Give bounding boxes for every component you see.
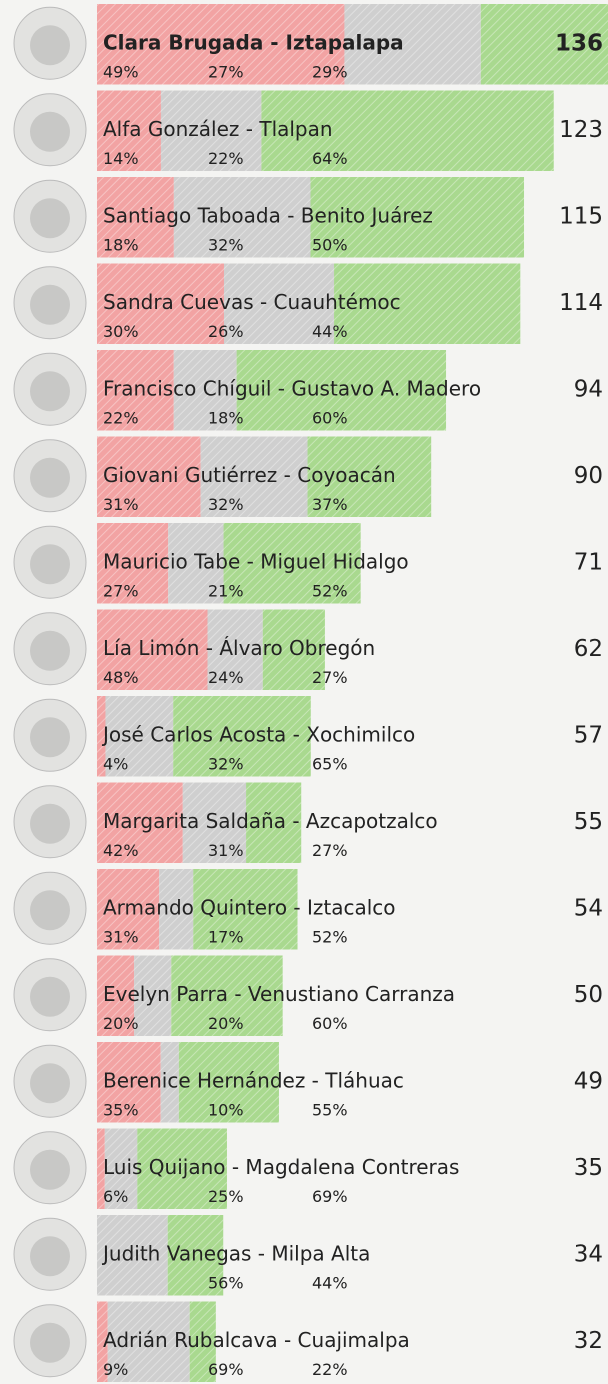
candidate-name: Clara Brugada - Iztapalapa	[103, 31, 404, 55]
candidate-name: Francisco Chíguil - Gustavo A. Madero	[103, 377, 481, 401]
avatar-face	[30, 25, 70, 65]
percent-label: 18%	[103, 236, 139, 255]
total-label: 136	[555, 31, 603, 57]
percent-label: 25%	[208, 1187, 244, 1206]
candidate-name: Sandra Cuevas - Cuauhtémoc	[103, 290, 401, 314]
percent-label: 30%	[103, 322, 139, 341]
percent-label: 21%	[208, 582, 244, 601]
percent-label: 20%	[103, 1014, 139, 1033]
avatar-face	[30, 1150, 70, 1190]
percent-label: 22%	[208, 149, 244, 168]
percent-label: 27%	[312, 841, 348, 860]
candidate-name: Giovani Gutiérrez - Coyoacán	[103, 463, 396, 487]
percent-label: 22%	[312, 1360, 348, 1379]
avatar-face	[30, 804, 70, 844]
candidate-name: Mauricio Tabe - Miguel Hidalgo	[103, 550, 409, 574]
percent-label: 69%	[208, 1360, 244, 1379]
percent-label: 26%	[208, 322, 244, 341]
percent-label: 4%	[103, 755, 128, 774]
avatar-face	[30, 1323, 70, 1363]
total-label: 115	[559, 204, 603, 230]
percent-label: 32%	[208, 236, 244, 255]
candidate-name: Adrián Rubalcava - Cuajimalpa	[103, 1328, 410, 1352]
percent-label: 32%	[208, 495, 244, 514]
percent-label: 32%	[208, 755, 244, 774]
avatar-face	[30, 631, 70, 671]
candidate-name: José Carlos Acosta - Xochimilco	[101, 723, 415, 747]
avatar-face	[30, 112, 70, 152]
percent-label: 17%	[208, 928, 244, 947]
avatar-face	[30, 977, 70, 1017]
avatar-face	[30, 1236, 70, 1276]
percent-label: 24%	[208, 668, 244, 687]
candidate-name: Alfa González - Tlalpan	[103, 117, 333, 141]
chart: Clara Brugada - Iztapalapa 49% 27% 29% 136 Al…	[0, 0, 608, 1384]
percent-label: 37%	[312, 495, 348, 514]
candidate-name: Evelyn Parra - Venustiano Carranza	[103, 982, 455, 1006]
total-label: 94	[574, 377, 603, 403]
total-label: 54	[574, 896, 603, 922]
candidate-name: Luis Quijano - Magdalena Contreras	[103, 1155, 459, 1179]
candidate-name: Armando Quintero - Iztacalco	[103, 896, 396, 920]
candidate-name: Lía Limón - Álvaro Obregón	[103, 636, 375, 660]
percent-label: 31%	[103, 928, 139, 947]
candidate-name: Margarita Saldaña - Azcapotzalco	[103, 809, 438, 833]
avatar-face	[30, 544, 70, 584]
percent-label: 29%	[312, 63, 348, 82]
total-label: 50	[574, 982, 603, 1008]
percent-label: 22%	[103, 409, 139, 428]
percent-label: 42%	[103, 841, 139, 860]
percent-label: 27%	[103, 582, 139, 601]
percent-label: 52%	[312, 582, 348, 601]
percent-label: 31%	[103, 495, 139, 514]
percent-label: 52%	[312, 928, 348, 947]
percent-label: 44%	[312, 322, 348, 341]
total-label: 62	[574, 636, 603, 662]
candidate-name: Berenice Hernández - Tláhuac	[103, 1069, 404, 1093]
avatar-face	[30, 458, 70, 498]
percent-label: 49%	[103, 63, 139, 82]
avatar-face	[30, 717, 70, 757]
percent-label: 50%	[312, 236, 348, 255]
percent-label: 35%	[103, 1101, 139, 1120]
percent-label: 27%	[208, 63, 244, 82]
percent-label: 56%	[208, 1274, 244, 1293]
percent-label: 18%	[208, 409, 244, 428]
total-label: 114	[559, 290, 603, 316]
percent-label: 65%	[312, 755, 348, 774]
avatar-face	[30, 890, 70, 930]
percent-label: 10%	[208, 1101, 244, 1120]
total-label: 34	[574, 1242, 603, 1268]
avatar-face	[30, 285, 70, 325]
percent-label: 60%	[312, 409, 348, 428]
total-label: 55	[574, 809, 603, 835]
percent-label: 6%	[103, 1187, 128, 1206]
candidate-name: Santiago Taboada - Benito Juárez	[103, 204, 433, 228]
total-label: 57	[574, 723, 603, 749]
percent-label: 14%	[103, 149, 139, 168]
percent-label: 31%	[208, 841, 244, 860]
percent-label: 69%	[312, 1187, 348, 1206]
total-label: 90	[574, 463, 603, 489]
candidate-name: Judith Vanegas - Milpa Alta	[101, 1242, 370, 1266]
total-label: 35	[574, 1155, 603, 1181]
total-label: 71	[574, 550, 603, 576]
avatar-face	[30, 1063, 70, 1103]
total-label: 32	[574, 1328, 603, 1354]
total-label: 123	[559, 117, 603, 143]
percent-label: 27%	[312, 668, 348, 687]
percent-label: 64%	[312, 149, 348, 168]
percent-label: 60%	[312, 1014, 348, 1033]
avatar-face	[30, 198, 70, 238]
percent-label: 44%	[312, 1274, 348, 1293]
percent-label: 48%	[103, 668, 139, 687]
total-label: 49	[574, 1069, 603, 1095]
percent-label: 20%	[208, 1014, 244, 1033]
avatar-face	[30, 371, 70, 411]
percent-label: 9%	[103, 1360, 128, 1379]
percent-label: 55%	[312, 1101, 348, 1120]
